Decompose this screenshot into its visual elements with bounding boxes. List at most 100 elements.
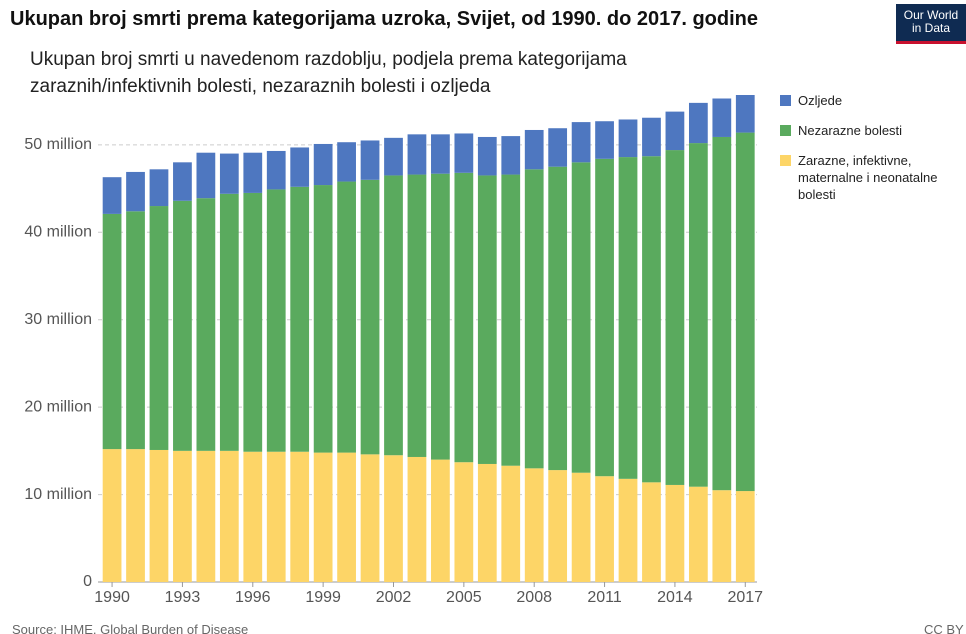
legend-item: Ozljede	[780, 92, 960, 109]
x-tick-label: 2014	[657, 589, 693, 606]
bar-segment	[571, 122, 591, 163]
bar-segment	[524, 129, 544, 170]
y-tick-label: 0	[83, 573, 92, 590]
legend: Ozljede Nezarazne bolesti Zarazne, infekti…	[780, 92, 960, 216]
bar-segment	[384, 455, 403, 582]
x-tick-label: 2008	[516, 589, 552, 606]
bar-segment	[243, 192, 263, 452]
bar-segment	[595, 121, 614, 159]
bar-segment	[337, 452, 356, 582]
bar-segment	[149, 206, 169, 450]
bar-segment	[454, 462, 474, 582]
bar-segment	[313, 452, 333, 582]
bar-segment	[501, 136, 521, 175]
y-tick-label: 20 million	[24, 398, 92, 415]
logo-line: Our World	[903, 8, 959, 22]
bar-segment	[618, 119, 638, 158]
bar-segment	[196, 450, 216, 582]
bar-segment	[219, 153, 239, 194]
bar-segment	[290, 186, 310, 452]
bar-segment	[173, 200, 192, 451]
bar-segment	[290, 147, 310, 187]
bar-segment	[524, 169, 544, 469]
bar-segment	[337, 142, 356, 182]
bar-segment	[407, 134, 427, 175]
x-tick-label: 1996	[235, 589, 271, 606]
bar-segment	[595, 476, 614, 582]
bar-segment	[477, 463, 497, 582]
bar-segment	[571, 472, 591, 582]
bar-segment	[173, 162, 192, 201]
bar-segment	[360, 454, 380, 582]
legend-label: Zarazne, infektivne, maternalne i neonat…	[798, 153, 938, 202]
bar-segment	[548, 128, 568, 167]
y-tick-label: 40 million	[24, 223, 92, 240]
logo[interactable]: Our World in Data	[896, 4, 966, 44]
bar-segment	[126, 171, 145, 212]
bar-segment	[313, 143, 333, 186]
bar-segment	[454, 133, 474, 173]
source: Source: IHME, Global Burden of Disease	[12, 622, 249, 634]
bar-segment	[477, 175, 497, 464]
bar-segment	[618, 478, 638, 582]
bar-segment	[595, 158, 614, 477]
x-tick-label: 1990	[94, 589, 130, 606]
bar-segment	[384, 137, 403, 176]
bar-segment	[102, 213, 122, 450]
bar-segment	[360, 179, 380, 455]
bar-segment	[313, 185, 333, 453]
bar-segment	[243, 451, 263, 582]
bar-segment	[712, 98, 732, 137]
x-tick-label: 2011	[587, 589, 622, 606]
x-tick-label: 2005	[446, 589, 482, 606]
bar-segment	[431, 134, 450, 174]
y-tick-label: 10 million	[24, 486, 92, 503]
bar-segment	[735, 95, 755, 133]
y-tick-label: 30 million	[24, 311, 92, 328]
x-tick-label: 2017	[727, 589, 763, 606]
legend-swatch	[780, 155, 791, 166]
bar-segment	[688, 143, 708, 487]
bar-segment	[126, 449, 145, 582]
x-tick-label: 2002	[376, 589, 412, 606]
bar-segment	[548, 166, 568, 471]
bar-segment	[266, 150, 286, 190]
bar-segment	[384, 175, 403, 456]
bar-segment	[665, 484, 685, 582]
bar-segment	[149, 449, 169, 582]
bar-segment	[243, 152, 263, 193]
x-tick-label: 1999	[305, 589, 341, 606]
bar-segment	[196, 198, 216, 451]
bar-segment	[665, 111, 685, 151]
bar-segment	[642, 482, 661, 582]
legend-label: Nezarazne bolesti	[798, 123, 903, 138]
bar-segment	[290, 451, 310, 582]
bar-segment	[712, 490, 732, 582]
bar-segment	[431, 173, 450, 460]
bar-segment	[102, 177, 122, 214]
bar-segment	[219, 450, 239, 582]
bar-segment	[477, 136, 497, 176]
bar-segment	[712, 136, 732, 491]
chart-title: Ukupan broj smrti prema kategorijama uzr…	[10, 8, 759, 30]
bar-segment	[642, 156, 661, 483]
bar-segment	[548, 470, 568, 582]
bar-segment	[266, 189, 286, 452]
bar-segment	[665, 150, 685, 485]
bar-segment	[431, 459, 450, 582]
bar-segment	[688, 486, 708, 582]
bar-segment	[501, 465, 521, 582]
bar-segment	[196, 152, 216, 199]
bar-segment	[735, 491, 755, 582]
bar-segment	[337, 181, 356, 453]
bar-segment	[735, 132, 755, 492]
bar-segment	[266, 451, 286, 582]
legend-item: Zarazne, infektivne, maternalne i neonat…	[780, 152, 960, 203]
bar-segment	[501, 174, 521, 466]
chart-subtitle: Ukupan broj smrti u navedenom razdoblju,…	[30, 49, 627, 97]
bar-segment	[618, 157, 638, 479]
legend-swatch	[780, 95, 791, 106]
y-tick-label: 50 million	[24, 136, 92, 153]
